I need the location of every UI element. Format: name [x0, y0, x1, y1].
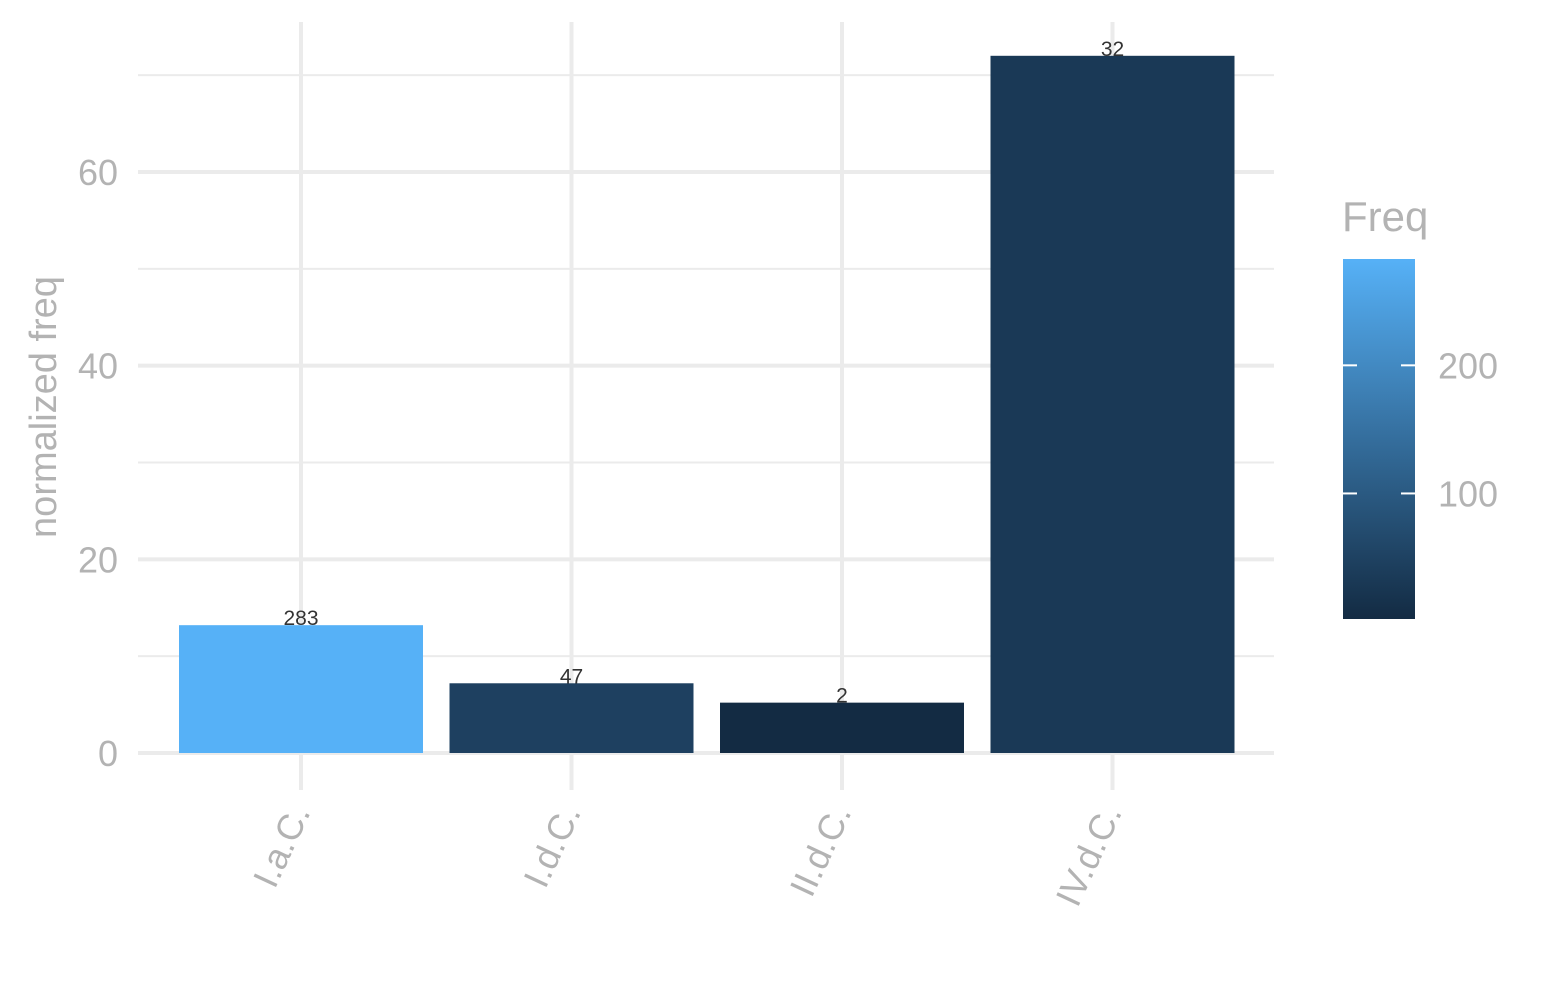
x-tick-label: IV.d.C. [1047, 798, 1129, 912]
legend-title: Freq [1342, 193, 1428, 240]
x-tick-label: I.d.C. [515, 798, 589, 893]
bar-IV.d.C. [990, 55, 1235, 754]
bar-II.d.C. [720, 702, 964, 753]
x-tick-label: I.a.C. [245, 798, 319, 893]
y-axis-title: normalized freq [23, 276, 65, 538]
bar-I.a.C. [179, 625, 423, 753]
legend-ticks: 100 200 [1343, 345, 1498, 514]
data-labels: 283 47 2 32 [283, 38, 1124, 708]
y-tick-label: 60 [78, 152, 118, 193]
y-tick-label: 20 [78, 539, 118, 580]
bar-data-label: 2 [836, 685, 848, 708]
bar-I.d.C. [449, 683, 694, 753]
y-tick-label: 40 [78, 346, 118, 387]
x-tick-label: II.d.C. [782, 798, 860, 902]
legend: Freq 100 200 [1342, 193, 1498, 619]
legend-tick-label: 200 [1438, 345, 1498, 386]
bars [179, 55, 1235, 754]
axes: 0 20 40 60 I.a.C. I.d.C. II.d.C. IV.d.C. [78, 152, 1130, 912]
legend-tick-label: 100 [1438, 473, 1498, 514]
legend-colorbar [1343, 259, 1415, 619]
bar-data-label: 32 [1101, 38, 1124, 61]
bar-data-label: 283 [283, 607, 318, 630]
bar-data-label: 47 [560, 665, 583, 688]
y-tick-label: 0 [98, 733, 118, 774]
